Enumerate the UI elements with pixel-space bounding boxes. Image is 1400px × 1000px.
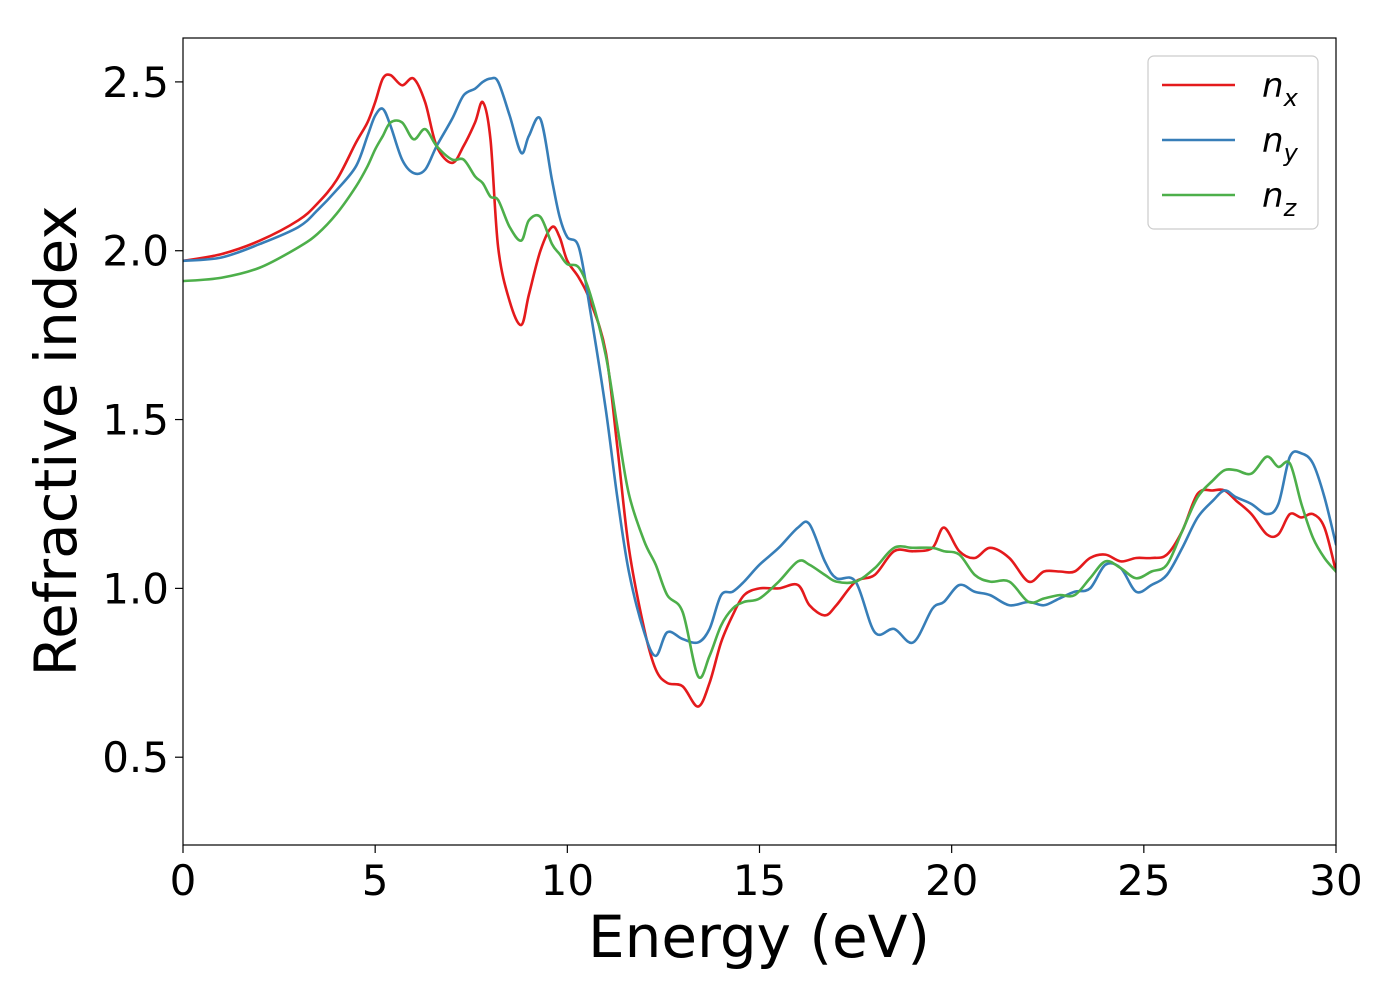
series-line-x	[183, 73, 1336, 708]
x-tick-label: 0	[170, 856, 197, 905]
y-tick-label: 1.5	[102, 396, 169, 445]
series-layer	[183, 73, 1336, 708]
legend: nx ny nz	[1147, 55, 1319, 230]
legend-box	[1147, 55, 1319, 230]
x-tick-label: 15	[733, 856, 786, 905]
x-tick-label: 25	[1117, 856, 1170, 905]
x-tick-label: 10	[541, 856, 594, 905]
y-axis: 0.5 1.0 1.5 2.0 2.5	[102, 58, 183, 782]
series-line-z	[183, 119, 1336, 680]
x-tick-label: 5	[362, 856, 389, 905]
y-tick-label: 1.0	[102, 564, 169, 613]
y-axis-title: Refractive index	[22, 205, 90, 676]
y-tick-label: 2.5	[102, 58, 169, 107]
legend-label-y: ny	[1262, 121, 1299, 167]
series-line-y	[183, 76, 1336, 658]
legend-label-z: nz	[1262, 176, 1298, 222]
x-tick-label: 30	[1309, 856, 1362, 905]
y-tick-label: 2.0	[102, 227, 169, 276]
x-tick-label: 20	[925, 856, 978, 905]
x-axis-title: Energy (eV)	[588, 903, 930, 971]
y-tick-label: 0.5	[102, 733, 169, 782]
legend-label-x: nx	[1262, 66, 1299, 112]
x-axis: 0 5 10 15 20 25 30	[170, 845, 1363, 905]
